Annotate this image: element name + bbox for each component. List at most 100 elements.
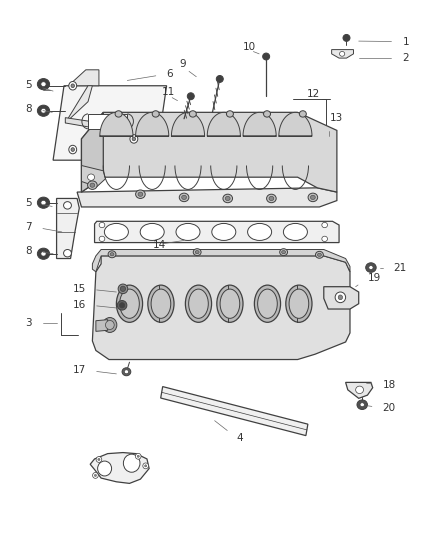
Polygon shape xyxy=(77,188,337,207)
Ellipse shape xyxy=(263,53,270,60)
Ellipse shape xyxy=(37,78,49,90)
Text: 9: 9 xyxy=(180,60,186,69)
Ellipse shape xyxy=(179,193,189,201)
Text: 11: 11 xyxy=(162,87,176,97)
Ellipse shape xyxy=(71,84,74,87)
Ellipse shape xyxy=(220,289,240,318)
Text: 13: 13 xyxy=(329,112,343,123)
Ellipse shape xyxy=(223,194,233,203)
Ellipse shape xyxy=(267,194,276,203)
Text: 16: 16 xyxy=(73,300,86,310)
Text: 15: 15 xyxy=(73,284,86,294)
Ellipse shape xyxy=(145,465,147,467)
Ellipse shape xyxy=(103,318,117,333)
Ellipse shape xyxy=(71,148,74,151)
Polygon shape xyxy=(96,320,108,332)
Text: 5: 5 xyxy=(25,80,32,90)
Ellipse shape xyxy=(138,192,143,196)
Ellipse shape xyxy=(148,285,174,322)
Ellipse shape xyxy=(37,105,49,116)
Ellipse shape xyxy=(41,108,46,113)
Ellipse shape xyxy=(369,265,373,270)
Ellipse shape xyxy=(299,111,306,117)
Ellipse shape xyxy=(343,35,350,42)
Ellipse shape xyxy=(99,222,105,228)
Ellipse shape xyxy=(69,146,77,154)
Polygon shape xyxy=(81,165,106,187)
Ellipse shape xyxy=(289,289,309,318)
Ellipse shape xyxy=(322,222,328,228)
Text: 2: 2 xyxy=(403,53,409,62)
Ellipse shape xyxy=(120,289,139,318)
Ellipse shape xyxy=(318,253,321,256)
Ellipse shape xyxy=(135,454,141,459)
Ellipse shape xyxy=(98,461,112,476)
Ellipse shape xyxy=(189,111,196,117)
Polygon shape xyxy=(81,112,103,192)
Ellipse shape xyxy=(41,252,46,256)
Ellipse shape xyxy=(115,111,122,117)
Ellipse shape xyxy=(254,285,281,322)
Ellipse shape xyxy=(339,52,345,56)
Ellipse shape xyxy=(64,201,71,209)
Polygon shape xyxy=(65,118,136,134)
Polygon shape xyxy=(171,112,205,136)
Ellipse shape xyxy=(92,472,98,478)
Ellipse shape xyxy=(94,474,96,477)
Polygon shape xyxy=(243,112,276,136)
Ellipse shape xyxy=(124,370,129,374)
Text: 8: 8 xyxy=(25,246,32,255)
Ellipse shape xyxy=(136,190,145,198)
Ellipse shape xyxy=(90,183,95,187)
Ellipse shape xyxy=(96,457,102,463)
Ellipse shape xyxy=(280,249,288,256)
Ellipse shape xyxy=(264,111,271,117)
Ellipse shape xyxy=(226,111,233,117)
Polygon shape xyxy=(332,50,353,58)
Ellipse shape xyxy=(88,174,95,180)
Ellipse shape xyxy=(118,284,128,294)
Ellipse shape xyxy=(117,301,127,310)
Ellipse shape xyxy=(269,196,274,200)
Ellipse shape xyxy=(132,137,136,141)
Ellipse shape xyxy=(106,320,114,329)
Text: 17: 17 xyxy=(73,365,86,375)
Text: 20: 20 xyxy=(383,403,396,413)
Ellipse shape xyxy=(151,289,171,318)
Ellipse shape xyxy=(98,458,100,461)
Ellipse shape xyxy=(282,251,286,254)
Ellipse shape xyxy=(335,292,346,303)
Ellipse shape xyxy=(217,285,243,322)
Ellipse shape xyxy=(64,249,71,257)
Text: 21: 21 xyxy=(394,263,407,272)
Polygon shape xyxy=(68,70,99,86)
Ellipse shape xyxy=(308,193,318,201)
Ellipse shape xyxy=(311,195,315,199)
Polygon shape xyxy=(161,386,308,435)
Ellipse shape xyxy=(130,135,138,143)
Polygon shape xyxy=(65,86,92,123)
Ellipse shape xyxy=(360,403,364,407)
Text: 14: 14 xyxy=(152,240,166,250)
Ellipse shape xyxy=(176,223,200,240)
Text: 4: 4 xyxy=(237,433,243,443)
Polygon shape xyxy=(95,221,339,243)
Ellipse shape xyxy=(41,82,46,86)
Ellipse shape xyxy=(152,111,159,117)
Polygon shape xyxy=(279,112,312,136)
Ellipse shape xyxy=(357,400,367,409)
Ellipse shape xyxy=(195,251,199,254)
Ellipse shape xyxy=(286,285,312,322)
Polygon shape xyxy=(90,453,149,483)
Text: 1: 1 xyxy=(403,37,409,46)
Ellipse shape xyxy=(189,289,208,318)
Polygon shape xyxy=(92,249,350,272)
Ellipse shape xyxy=(37,248,49,260)
Ellipse shape xyxy=(120,286,126,292)
Ellipse shape xyxy=(225,196,230,200)
Ellipse shape xyxy=(140,223,164,240)
Ellipse shape xyxy=(69,82,77,90)
Ellipse shape xyxy=(212,223,236,240)
Ellipse shape xyxy=(122,368,131,376)
Ellipse shape xyxy=(41,200,46,205)
